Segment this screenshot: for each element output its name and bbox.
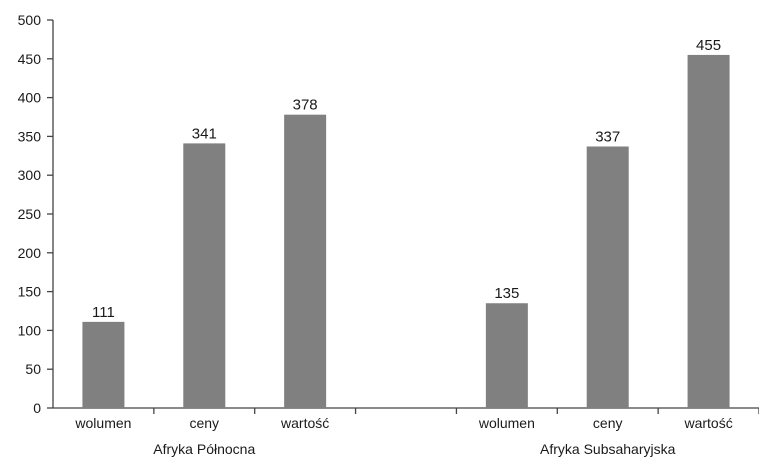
- bar-value-label: 135: [494, 285, 519, 302]
- x-group-label: Afryka Północna: [153, 441, 255, 457]
- y-tick-label: 450: [18, 51, 42, 67]
- bar: [82, 321, 125, 408]
- bar: [284, 114, 327, 408]
- y-tick-label: 500: [18, 12, 42, 28]
- y-tick-label: 300: [18, 167, 42, 183]
- bar-value-label: 378: [293, 97, 318, 114]
- bar-value-label: 455: [696, 37, 721, 54]
- bars-layer: [82, 54, 730, 409]
- bar: [183, 143, 226, 408]
- y-tick-label: 150: [18, 284, 42, 300]
- bar-value-label: 337: [595, 128, 620, 145]
- y-tick-label: 250: [18, 206, 42, 222]
- x-category-label: ceny: [593, 415, 623, 431]
- x-category-label: wolumen: [478, 415, 535, 431]
- bar-value-label: 341: [192, 125, 217, 142]
- y-tick-label: 100: [18, 322, 42, 338]
- bar: [687, 54, 730, 409]
- y-tick-label: 200: [18, 245, 42, 261]
- x-category-label: ceny: [189, 415, 219, 431]
- x-category-label: wartość: [280, 415, 329, 431]
- x-category-label: wartość: [683, 415, 732, 431]
- axes-layer: 0 50 100 150 200 250 300 350 400 450 500: [18, 12, 759, 416]
- bar: [586, 146, 629, 408]
- bar: [485, 303, 528, 408]
- labels-layer: 111 wolumen 341 ceny 378 wartość Afryka Północ…: [74, 37, 732, 457]
- x-category-label: wolumen: [74, 415, 131, 431]
- y-tick-label: 50: [25, 361, 41, 377]
- y-tick-label: 0: [33, 400, 41, 416]
- bar-value-label: 111: [92, 304, 115, 321]
- y-tick-label: 350: [18, 128, 42, 144]
- x-group-label: Afryka Subsaharyjska: [540, 441, 676, 457]
- y-tick-label: 400: [18, 90, 42, 106]
